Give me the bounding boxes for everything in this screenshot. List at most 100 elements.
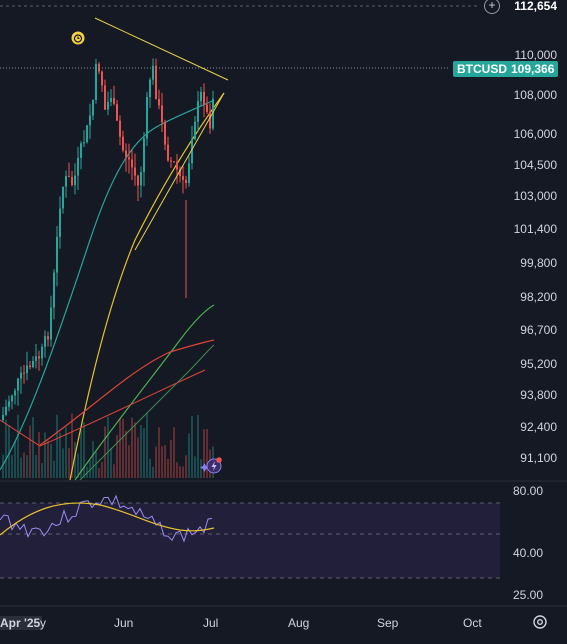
candle-body [110,98,112,102]
time-axis-label: Apr '25 [0,616,43,630]
volume-bar [149,458,151,478]
ma-red-line [39,339,215,446]
candle-body [179,169,181,177]
candle-body [83,142,85,144]
candle-body [23,372,25,374]
volume-bar [95,451,97,478]
volume-bar [116,434,118,478]
plus-circle-icon: + [488,0,496,12]
candle-body [167,144,169,161]
price-axis-label: 110,000 [514,48,558,62]
candle-body [44,336,46,347]
candle-body [8,401,10,407]
candle-body [164,122,166,145]
volume-bar [137,437,139,478]
candle-body [2,414,4,420]
candle-body [191,139,193,164]
volume-bar [200,459,202,478]
candle-body [5,406,7,415]
volume-bar [29,425,31,478]
ma-fast-line [0,99,215,471]
candle-body [146,97,148,139]
current-price-tag: 109,366 [507,61,559,77]
candle-body [89,115,91,126]
candle-body [125,150,127,158]
candle-body [134,167,136,176]
volume-bar [20,457,22,478]
volume-bar [176,462,178,478]
volume-bar [71,413,73,478]
price-axis-label: 99,800 [520,256,557,270]
volume-bar [23,452,25,478]
alarm-clock-icon[interactable] [71,31,85,45]
candle-body [137,175,139,186]
candle-body [107,101,109,110]
candle-body [149,79,151,98]
volume-bar [125,430,127,478]
volume-bar [122,418,124,478]
candle-body [197,101,199,122]
volume-bar [191,415,193,478]
volume-bar [53,460,55,478]
candle-body [38,356,40,359]
candle-body [95,63,97,100]
candle-body [53,272,55,308]
price-axis-label: 91,100 [520,451,557,465]
candle-body [152,65,154,80]
price-axis-label: 96,700 [520,323,557,337]
volume-bar [44,432,46,478]
volume-bar [188,433,190,478]
add-price-alert-button[interactable]: + [484,0,500,14]
volume-bar [179,466,181,478]
candle-body [17,378,19,391]
volume-bar [89,459,91,478]
volume-bar [65,427,67,478]
volume-bar [35,455,37,478]
candle-body [20,372,22,379]
volume-bar [14,441,16,478]
volume-bar [203,429,205,478]
candle-body [86,125,88,143]
candle-body [128,157,130,160]
symbol-tag[interactable]: BTCUSD [453,61,511,77]
candle-body [170,160,172,162]
volume-bar [101,462,103,478]
volume-bar [110,448,112,478]
gear-icon[interactable] [532,614,548,630]
time-axis-label: Oct [463,616,482,630]
candle-body [143,138,145,173]
time-axis-label: y [40,616,46,630]
volume-bar [119,418,121,478]
candle-body [35,356,37,361]
volume-bar [164,445,166,478]
volume-bar [59,432,61,478]
volume-bar [167,459,169,478]
candle-body [77,157,79,176]
volume-bar [68,448,70,478]
candle-body [56,236,58,273]
volume-bar [80,429,82,478]
volume-bar [143,428,145,478]
ma-green-line-2 [79,344,215,481]
rsi-line [0,494,213,543]
candle-body [158,98,160,106]
candle-body [47,336,49,340]
candle-body [104,85,106,110]
volume-bar [2,454,4,478]
volume-bar [5,419,7,478]
volume-bar [32,417,34,478]
candle-body [185,179,187,184]
candle-body [131,159,133,168]
candle-body [65,176,67,187]
candle-body [71,177,73,186]
candle-body [92,99,94,116]
candle-body [26,365,28,373]
price-axis-label: 101,400 [513,222,557,236]
volume-bar [194,456,196,478]
candle-body [188,163,190,184]
candle-body [50,307,52,340]
volume-bar [140,424,142,478]
sparkle-lightning-icon[interactable] [199,456,223,476]
